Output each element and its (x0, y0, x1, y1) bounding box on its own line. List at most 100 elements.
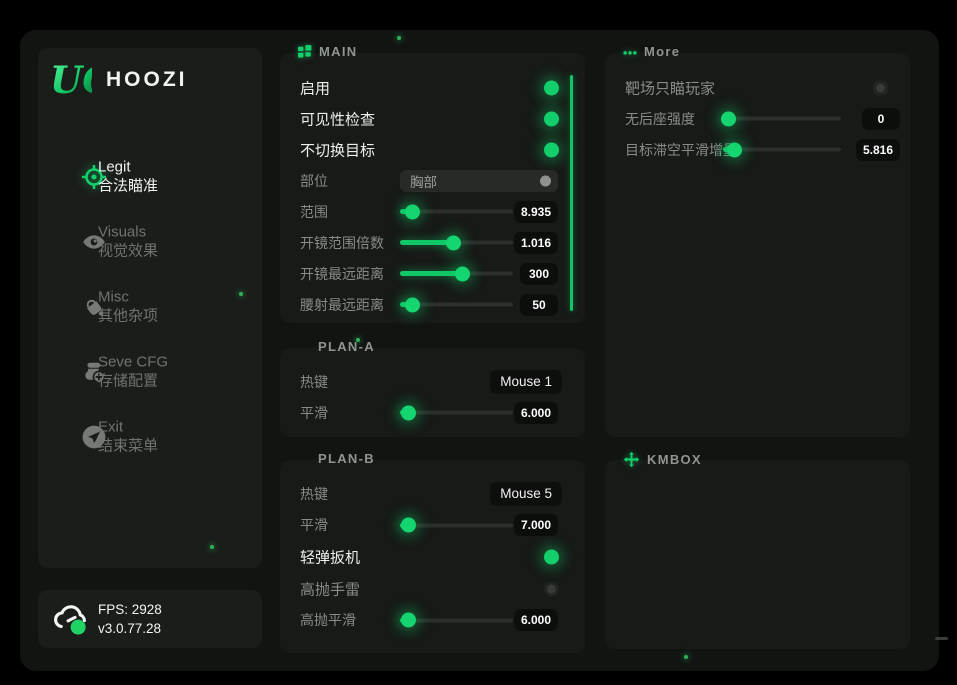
particle-dot (210, 545, 214, 549)
flick-trigger-toggle[interactable] (544, 549, 559, 565)
sidebar-item-visuals[interactable]: Visuals 视觉效果 (38, 209, 262, 274)
logo-icon: UC (50, 58, 112, 102)
panel-title: More (644, 44, 681, 59)
row-scope-max-distance: 开镜最远距离 300 (280, 258, 585, 289)
body-part-label: 部位 (300, 172, 328, 189)
panel-kmbox: KMBOX (605, 451, 910, 649)
scope-range-multiplier-label: 开镜范围倍数 (300, 234, 384, 251)
logo: UC HOOZI (50, 58, 188, 102)
sidebar-item-sublabel: 存储配置 (98, 372, 159, 389)
airborne-smooth-increment-slider[interactable] (723, 142, 841, 157)
resize-dash (935, 637, 948, 640)
hipfire-max-distance-label: 腰射最远距离 (300, 296, 384, 313)
panel-header: More (623, 44, 680, 59)
no-recoil-strength-slider[interactable] (720, 111, 841, 126)
no-recoil-strength-value: 0 (862, 107, 900, 130)
row-smooth: 平滑 7.000 (280, 510, 585, 542)
panel-plan-b: PLAN-B 热键 Mouse 5 平滑 7.000 轻弹扳机高抛手雷高抛平滑 6.000 (280, 451, 585, 653)
scope-max-distance-slider[interactable] (400, 266, 513, 281)
sidebar-item-sublabel: 合法瞄准 (98, 177, 159, 194)
row-airborne-smooth-increment: 目标滞空平滑增量 5.816 (605, 134, 910, 165)
sidebar-item-misc[interactable]: Misc 其他杂项 (38, 274, 262, 339)
sidebar-item-label: Seve CFG (98, 353, 169, 370)
panel-header: MAIN (298, 44, 357, 59)
fps-value: FPS: 2928 (98, 602, 162, 617)
panel-header: KMBOX (623, 451, 702, 468)
high-throw-smooth-value: 6.000 (513, 609, 558, 632)
exit-icon (82, 425, 106, 449)
hotkey-button[interactable]: Mouse 5 (490, 481, 562, 506)
particle-dot (356, 338, 360, 342)
sidebar-item-exit[interactable]: Exit 结束菜单 (38, 404, 262, 469)
range-value: 8.935 (513, 200, 558, 223)
sidebar-item-sublabel: 结束菜单 (98, 437, 159, 454)
sidebar-item-label: Exit (98, 418, 124, 435)
high-throw-smooth-label: 高抛平滑 (300, 612, 356, 629)
particle-dot (397, 36, 401, 40)
row-visibility-check: 可见性检查 (280, 103, 585, 134)
grid-icon (298, 44, 312, 59)
no-switch-target-label: 不切换目标 (300, 142, 376, 159)
move-icon (623, 451, 640, 468)
row-no-switch-target: 不切换目标 (280, 134, 585, 165)
dots-icon (623, 45, 637, 59)
row-flick-trigger: 轻弹扳机 (280, 541, 585, 573)
no-recoil-strength-label: 无后座强度 (625, 110, 695, 127)
hipfire-max-distance-value: 50 (520, 293, 558, 316)
enable-toggle[interactable] (544, 80, 559, 95)
range-only-players-toggle[interactable] (873, 80, 888, 95)
hotkey-label: 热键 (300, 485, 328, 502)
scope-range-multiplier-slider[interactable] (400, 235, 513, 250)
smooth-label: 平滑 (300, 404, 328, 421)
range-slider[interactable] (400, 204, 513, 219)
high-throw-smooth-slider[interactable] (400, 612, 513, 628)
crosshair-icon (82, 164, 106, 189)
dropdown-circle-icon (540, 175, 551, 186)
smooth-label: 平滑 (300, 517, 328, 534)
panel-header: PLAN-B (318, 451, 375, 466)
scope-range-multiplier-value: 1.016 (513, 231, 558, 254)
sidebar-item-sublabel: 其他杂项 (98, 307, 159, 324)
row-no-recoil-strength: 无后座强度 0 (605, 103, 910, 134)
smooth-value: 7.000 (513, 514, 558, 537)
panel-title: PLAN-A (318, 339, 375, 354)
panel-body: 启用可见性检查不切换目标部位 胸部范围 8.935 开镜范围倍数 1.016 开镜最远距离… (280, 53, 585, 323)
row-range: 范围 8.935 (280, 196, 585, 227)
row-hotkey: 热键 Mouse 1 (280, 366, 585, 397)
airborne-smooth-increment-label: 目标滞空平滑增量 (625, 141, 737, 158)
status-card: FPS: 2928 v3.0.77.28 (38, 590, 262, 648)
row-hotkey: 热键 Mouse 5 (280, 478, 585, 510)
sidebar-item-save-cfg[interactable]: Seve CFG 存储配置 (38, 339, 262, 404)
row-body-part: 部位 胸部 (280, 165, 585, 196)
particle-dot (239, 292, 243, 296)
airborne-smooth-increment-value: 5.816 (855, 138, 900, 161)
body-part-select[interactable]: 胸部 (400, 169, 558, 192)
row-high-throw-grenade: 高抛手雷 (280, 573, 585, 605)
sidebar-item-legit[interactable]: Legit 合法瞄准 (38, 144, 262, 209)
scope-max-distance-value: 300 (520, 262, 558, 285)
panel-title: MAIN (319, 44, 358, 59)
sidebar-item-label: Misc (98, 288, 129, 305)
sidebar-item-label: Visuals (98, 223, 147, 240)
high-throw-grenade-label: 高抛手雷 (300, 581, 361, 599)
smooth-slider[interactable] (400, 517, 513, 533)
visibility-check-toggle[interactable] (544, 111, 559, 126)
smooth-slider[interactable] (400, 405, 513, 420)
visibility-check-label: 可见性检查 (300, 111, 376, 128)
hotkey-button[interactable]: Mouse 1 (490, 369, 562, 394)
panel-body: 热键 Mouse 1 平滑 6.000 (280, 348, 585, 437)
high-throw-grenade-toggle[interactable] (544, 581, 559, 597)
no-switch-target-toggle[interactable] (544, 142, 559, 157)
sidebar-nav: Legit 合法瞄准 Visuals 视觉效果 Misc 其他杂项 Seve CFG 存储配置… (38, 144, 262, 469)
row-hipfire-max-distance: 腰射最远距离 50 (280, 289, 585, 320)
panel-body (605, 460, 910, 649)
row-range-only-players: 靶场只瞄玩家 (605, 72, 910, 103)
range-label: 范围 (300, 203, 328, 220)
panel-plan-a: PLAN-A 热键 Mouse 1 平滑 6.000 (280, 339, 585, 437)
hipfire-max-distance-slider[interactable] (400, 297, 513, 312)
panel-scrollbar[interactable] (570, 75, 573, 311)
panel-more: More 靶场只瞄玩家无后座强度 0 目标滞空平滑增量 5.816 (605, 44, 910, 437)
row-enable: 启用 (280, 72, 585, 103)
particle-dot (684, 655, 688, 659)
